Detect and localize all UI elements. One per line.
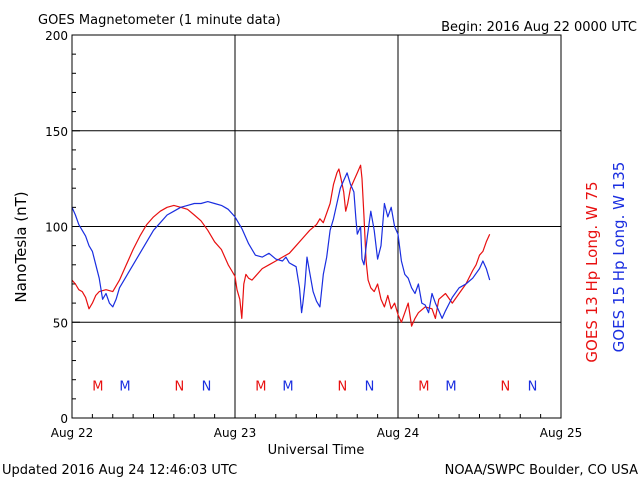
x-tick-labels: Aug 22 Aug 23 Aug 24 Aug 25 <box>51 426 583 440</box>
marker-noon-label: N <box>528 379 538 394</box>
series-layer <box>71 164 491 327</box>
updated-timestamp: Updated 2016 Aug 24 12:46:03 UTC <box>2 463 237 478</box>
x-tick-label: Aug 22 <box>51 426 94 440</box>
marker-midnight-label: M <box>255 379 266 394</box>
y-tick-label: 50 <box>53 316 68 330</box>
marker-noon-label: N <box>500 379 510 394</box>
source-credit: NOAA/SWPC Boulder, CO USA <box>445 463 638 478</box>
plot-frame <box>71 34 562 419</box>
series-line-goes13 <box>71 164 491 327</box>
y-axis-label: NanoTesla (nT) <box>12 191 30 302</box>
x-tick-label: Aug 25 <box>540 426 583 440</box>
x-tick-label: Aug 24 <box>377 426 420 440</box>
marker-noon-label: N <box>202 379 212 394</box>
marker-midnight-label: M <box>119 379 130 394</box>
y-tick-label: 150 <box>45 125 68 139</box>
gridlines <box>71 34 562 419</box>
marker-midnight-label: M <box>92 379 103 394</box>
y-tick-label: 200 <box>45 29 68 43</box>
legend-goes13: GOES 13 Hp Long. W 75 <box>583 181 601 362</box>
marker-noon-label: N <box>365 379 375 394</box>
marker-noon-label: N <box>337 379 347 394</box>
chart-title: GOES Magnetometer (1 minute data) <box>38 13 281 28</box>
x-axis-label: Universal Time <box>268 443 365 458</box>
legend-goes15: GOES 15 Hp Long. W 135 <box>610 162 628 353</box>
marker-midnight-label: M <box>418 379 429 394</box>
marker-midnight-label: M <box>282 379 293 394</box>
x-tick-label: Aug 23 <box>214 426 257 440</box>
series-line-goes15 <box>71 172 491 319</box>
y-tick-label: 0 <box>60 412 68 426</box>
marker-noon-label: N <box>174 379 184 394</box>
y-tick-labels: 0 50 100 150 200 <box>45 29 68 426</box>
begin-label: Begin: 2016 Aug 22 0000 UTC <box>441 20 637 35</box>
y-tick-label: 100 <box>45 221 68 235</box>
marker-midnight-label: M <box>445 379 456 394</box>
